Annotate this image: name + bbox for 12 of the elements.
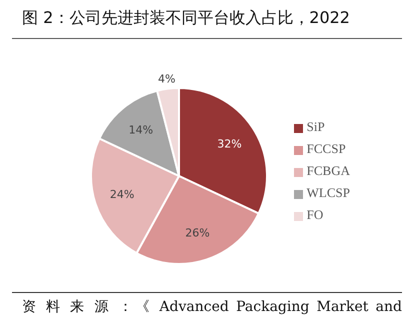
data-label: 32% (217, 137, 242, 150)
chart-title: 图 2：公司先进封装不同平台收入占比，2022 (22, 8, 350, 29)
data-label: 24% (110, 188, 134, 201)
text: 资 料 来 源 ：《 Advanced Packaging Market and (22, 298, 402, 316)
legend-label: FCBGA (306, 163, 350, 178)
data-label: 26% (185, 226, 210, 240)
legend-label: FCCSP (306, 141, 346, 156)
legend-label: WLCSP (306, 185, 350, 200)
legend-label: FO (306, 207, 324, 222)
legend-label: SiP (306, 119, 325, 134)
data-label: 4% (158, 72, 176, 86)
data-label: 14% (128, 123, 154, 136)
